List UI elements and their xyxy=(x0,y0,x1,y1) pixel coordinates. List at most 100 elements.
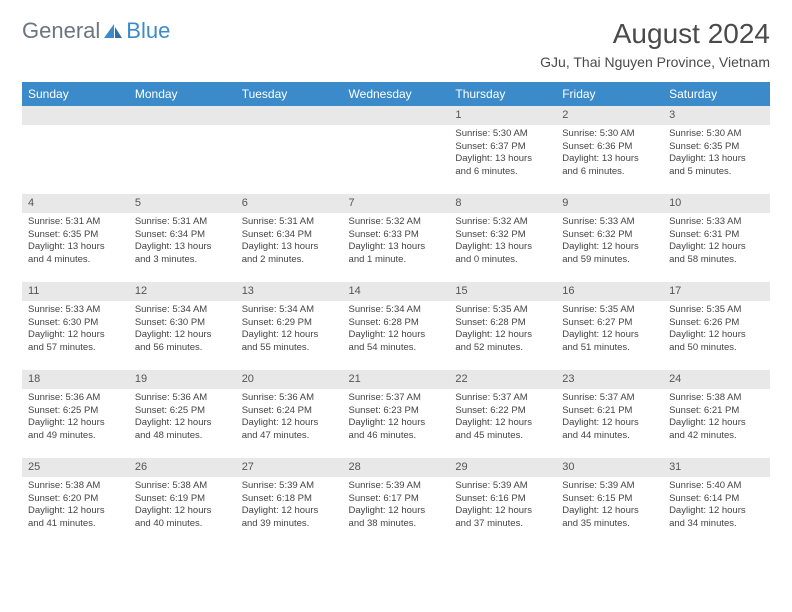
daylight-text: Daylight: 13 hours and 3 minutes. xyxy=(135,241,230,267)
daylight-text: Daylight: 12 hours and 48 minutes. xyxy=(135,417,230,443)
sunset-text: Sunset: 6:23 PM xyxy=(349,405,444,418)
calendar-cell: 12Sunrise: 5:34 AMSunset: 6:30 PMDayligh… xyxy=(129,282,236,370)
sunset-text: Sunset: 6:31 PM xyxy=(669,229,764,242)
daylight-text: Daylight: 12 hours and 51 minutes. xyxy=(562,329,657,355)
header: General Blue August 2024 GJu, Thai Nguye… xyxy=(22,18,770,70)
calendar-cell: 15Sunrise: 5:35 AMSunset: 6:28 PMDayligh… xyxy=(449,282,556,370)
sunrise-text: Sunrise: 5:39 AM xyxy=(349,480,444,493)
dayhead-thursday: Thursday xyxy=(449,82,556,106)
daylight-text: Daylight: 12 hours and 42 minutes. xyxy=(669,417,764,443)
daylight-text: Daylight: 12 hours and 58 minutes. xyxy=(669,241,764,267)
sunrise-text: Sunrise: 5:40 AM xyxy=(669,480,764,493)
day-number: 8 xyxy=(449,194,556,213)
day-number: 4 xyxy=(22,194,129,213)
day-number: 20 xyxy=(236,370,343,389)
sunset-text: Sunset: 6:24 PM xyxy=(242,405,337,418)
sunset-text: Sunset: 6:37 PM xyxy=(455,141,550,154)
day-number: 27 xyxy=(236,458,343,477)
calendar-row: 18Sunrise: 5:36 AMSunset: 6:25 PMDayligh… xyxy=(22,370,770,458)
daylight-text: Daylight: 12 hours and 44 minutes. xyxy=(562,417,657,443)
sunset-text: Sunset: 6:30 PM xyxy=(135,317,230,330)
daylight-text: Daylight: 13 hours and 0 minutes. xyxy=(455,241,550,267)
sunset-text: Sunset: 6:27 PM xyxy=(562,317,657,330)
logo-text-general: General xyxy=(22,18,100,44)
logo-text-blue: Blue xyxy=(126,18,170,44)
month-title: August 2024 xyxy=(540,18,770,50)
sunrise-text: Sunrise: 5:30 AM xyxy=(669,128,764,141)
sunset-text: Sunset: 6:28 PM xyxy=(349,317,444,330)
sunset-text: Sunset: 6:21 PM xyxy=(669,405,764,418)
day-number: 6 xyxy=(236,194,343,213)
daylight-text: Daylight: 12 hours and 55 minutes. xyxy=(242,329,337,355)
sunrise-text: Sunrise: 5:38 AM xyxy=(135,480,230,493)
daylight-text: Daylight: 12 hours and 56 minutes. xyxy=(135,329,230,355)
calendar-cell: 5Sunrise: 5:31 AMSunset: 6:34 PMDaylight… xyxy=(129,194,236,282)
calendar-table: Sunday Monday Tuesday Wednesday Thursday… xyxy=(22,82,770,546)
daylight-text: Daylight: 13 hours and 5 minutes. xyxy=(669,153,764,179)
calendar-cell: 6Sunrise: 5:31 AMSunset: 6:34 PMDaylight… xyxy=(236,194,343,282)
sunrise-text: Sunrise: 5:36 AM xyxy=(28,392,123,405)
sunrise-text: Sunrise: 5:37 AM xyxy=(455,392,550,405)
day-number: 29 xyxy=(449,458,556,477)
daylight-text: Daylight: 13 hours and 6 minutes. xyxy=(562,153,657,179)
dayhead-monday: Monday xyxy=(129,82,236,106)
sunset-text: Sunset: 6:25 PM xyxy=(135,405,230,418)
daylight-text: Daylight: 12 hours and 41 minutes. xyxy=(28,505,123,531)
sunset-text: Sunset: 6:34 PM xyxy=(242,229,337,242)
empty-daynum xyxy=(22,106,129,125)
calendar-cell: 19Sunrise: 5:36 AMSunset: 6:25 PMDayligh… xyxy=(129,370,236,458)
day-number: 25 xyxy=(22,458,129,477)
sunset-text: Sunset: 6:33 PM xyxy=(349,229,444,242)
daylight-text: Daylight: 12 hours and 52 minutes. xyxy=(455,329,550,355)
sunrise-text: Sunrise: 5:31 AM xyxy=(135,216,230,229)
sunrise-text: Sunrise: 5:32 AM xyxy=(455,216,550,229)
calendar-cell: 17Sunrise: 5:35 AMSunset: 6:26 PMDayligh… xyxy=(663,282,770,370)
sunrise-text: Sunrise: 5:39 AM xyxy=(562,480,657,493)
calendar-cell: 1Sunrise: 5:30 AMSunset: 6:37 PMDaylight… xyxy=(449,106,556,194)
sunrise-text: Sunrise: 5:34 AM xyxy=(349,304,444,317)
day-number: 13 xyxy=(236,282,343,301)
calendar-cell: 30Sunrise: 5:39 AMSunset: 6:15 PMDayligh… xyxy=(556,458,663,546)
sunrise-text: Sunrise: 5:38 AM xyxy=(669,392,764,405)
daylight-text: Daylight: 12 hours and 46 minutes. xyxy=(349,417,444,443)
sunrise-text: Sunrise: 5:32 AM xyxy=(349,216,444,229)
calendar-row: 25Sunrise: 5:38 AMSunset: 6:20 PMDayligh… xyxy=(22,458,770,546)
calendar-cell: 9Sunrise: 5:33 AMSunset: 6:32 PMDaylight… xyxy=(556,194,663,282)
daylight-text: Daylight: 13 hours and 6 minutes. xyxy=(455,153,550,179)
calendar-cell: 16Sunrise: 5:35 AMSunset: 6:27 PMDayligh… xyxy=(556,282,663,370)
day-number: 24 xyxy=(663,370,770,389)
sunset-text: Sunset: 6:32 PM xyxy=(455,229,550,242)
day-number: 28 xyxy=(343,458,450,477)
sunset-text: Sunset: 6:20 PM xyxy=(28,493,123,506)
sunrise-text: Sunrise: 5:35 AM xyxy=(562,304,657,317)
daylight-text: Daylight: 12 hours and 38 minutes. xyxy=(349,505,444,531)
day-number: 23 xyxy=(556,370,663,389)
calendar-cell xyxy=(22,106,129,194)
day-number: 31 xyxy=(663,458,770,477)
calendar-cell: 31Sunrise: 5:40 AMSunset: 6:14 PMDayligh… xyxy=(663,458,770,546)
calendar-cell: 24 Sunrise: 5:38 AMSunset: 6:21 PMDayligh… xyxy=(663,370,770,458)
sunrise-text: Sunrise: 5:39 AM xyxy=(455,480,550,493)
sunset-text: Sunset: 6:22 PM xyxy=(455,405,550,418)
calendar-cell: 13Sunrise: 5:34 AMSunset: 6:29 PMDayligh… xyxy=(236,282,343,370)
sunset-text: Sunset: 6:30 PM xyxy=(28,317,123,330)
day-number: 14 xyxy=(343,282,450,301)
sunset-text: Sunset: 6:35 PM xyxy=(669,141,764,154)
location: GJu, Thai Nguyen Province, Vietnam xyxy=(540,54,770,70)
sunrise-text: Sunrise: 5:34 AM xyxy=(135,304,230,317)
calendar-row: 1Sunrise: 5:30 AMSunset: 6:37 PMDaylight… xyxy=(22,106,770,194)
sunrise-text: Sunrise: 5:31 AM xyxy=(28,216,123,229)
calendar-cell: 4Sunrise: 5:31 AMSunset: 6:35 PMDaylight… xyxy=(22,194,129,282)
sunset-text: Sunset: 6:35 PM xyxy=(28,229,123,242)
sunset-text: Sunset: 6:34 PM xyxy=(135,229,230,242)
daylight-text: Daylight: 12 hours and 57 minutes. xyxy=(28,329,123,355)
day-number: 15 xyxy=(449,282,556,301)
daylight-text: Daylight: 12 hours and 49 minutes. xyxy=(28,417,123,443)
day-number: 21 xyxy=(343,370,450,389)
day-number: 9 xyxy=(556,194,663,213)
calendar-cell: 28Sunrise: 5:39 AMSunset: 6:17 PMDayligh… xyxy=(343,458,450,546)
sunrise-text: Sunrise: 5:34 AM xyxy=(242,304,337,317)
calendar-row: 11Sunrise: 5:33 AMSunset: 6:30 PMDayligh… xyxy=(22,282,770,370)
sunrise-text: Sunrise: 5:33 AM xyxy=(562,216,657,229)
sunrise-text: Sunrise: 5:30 AM xyxy=(455,128,550,141)
